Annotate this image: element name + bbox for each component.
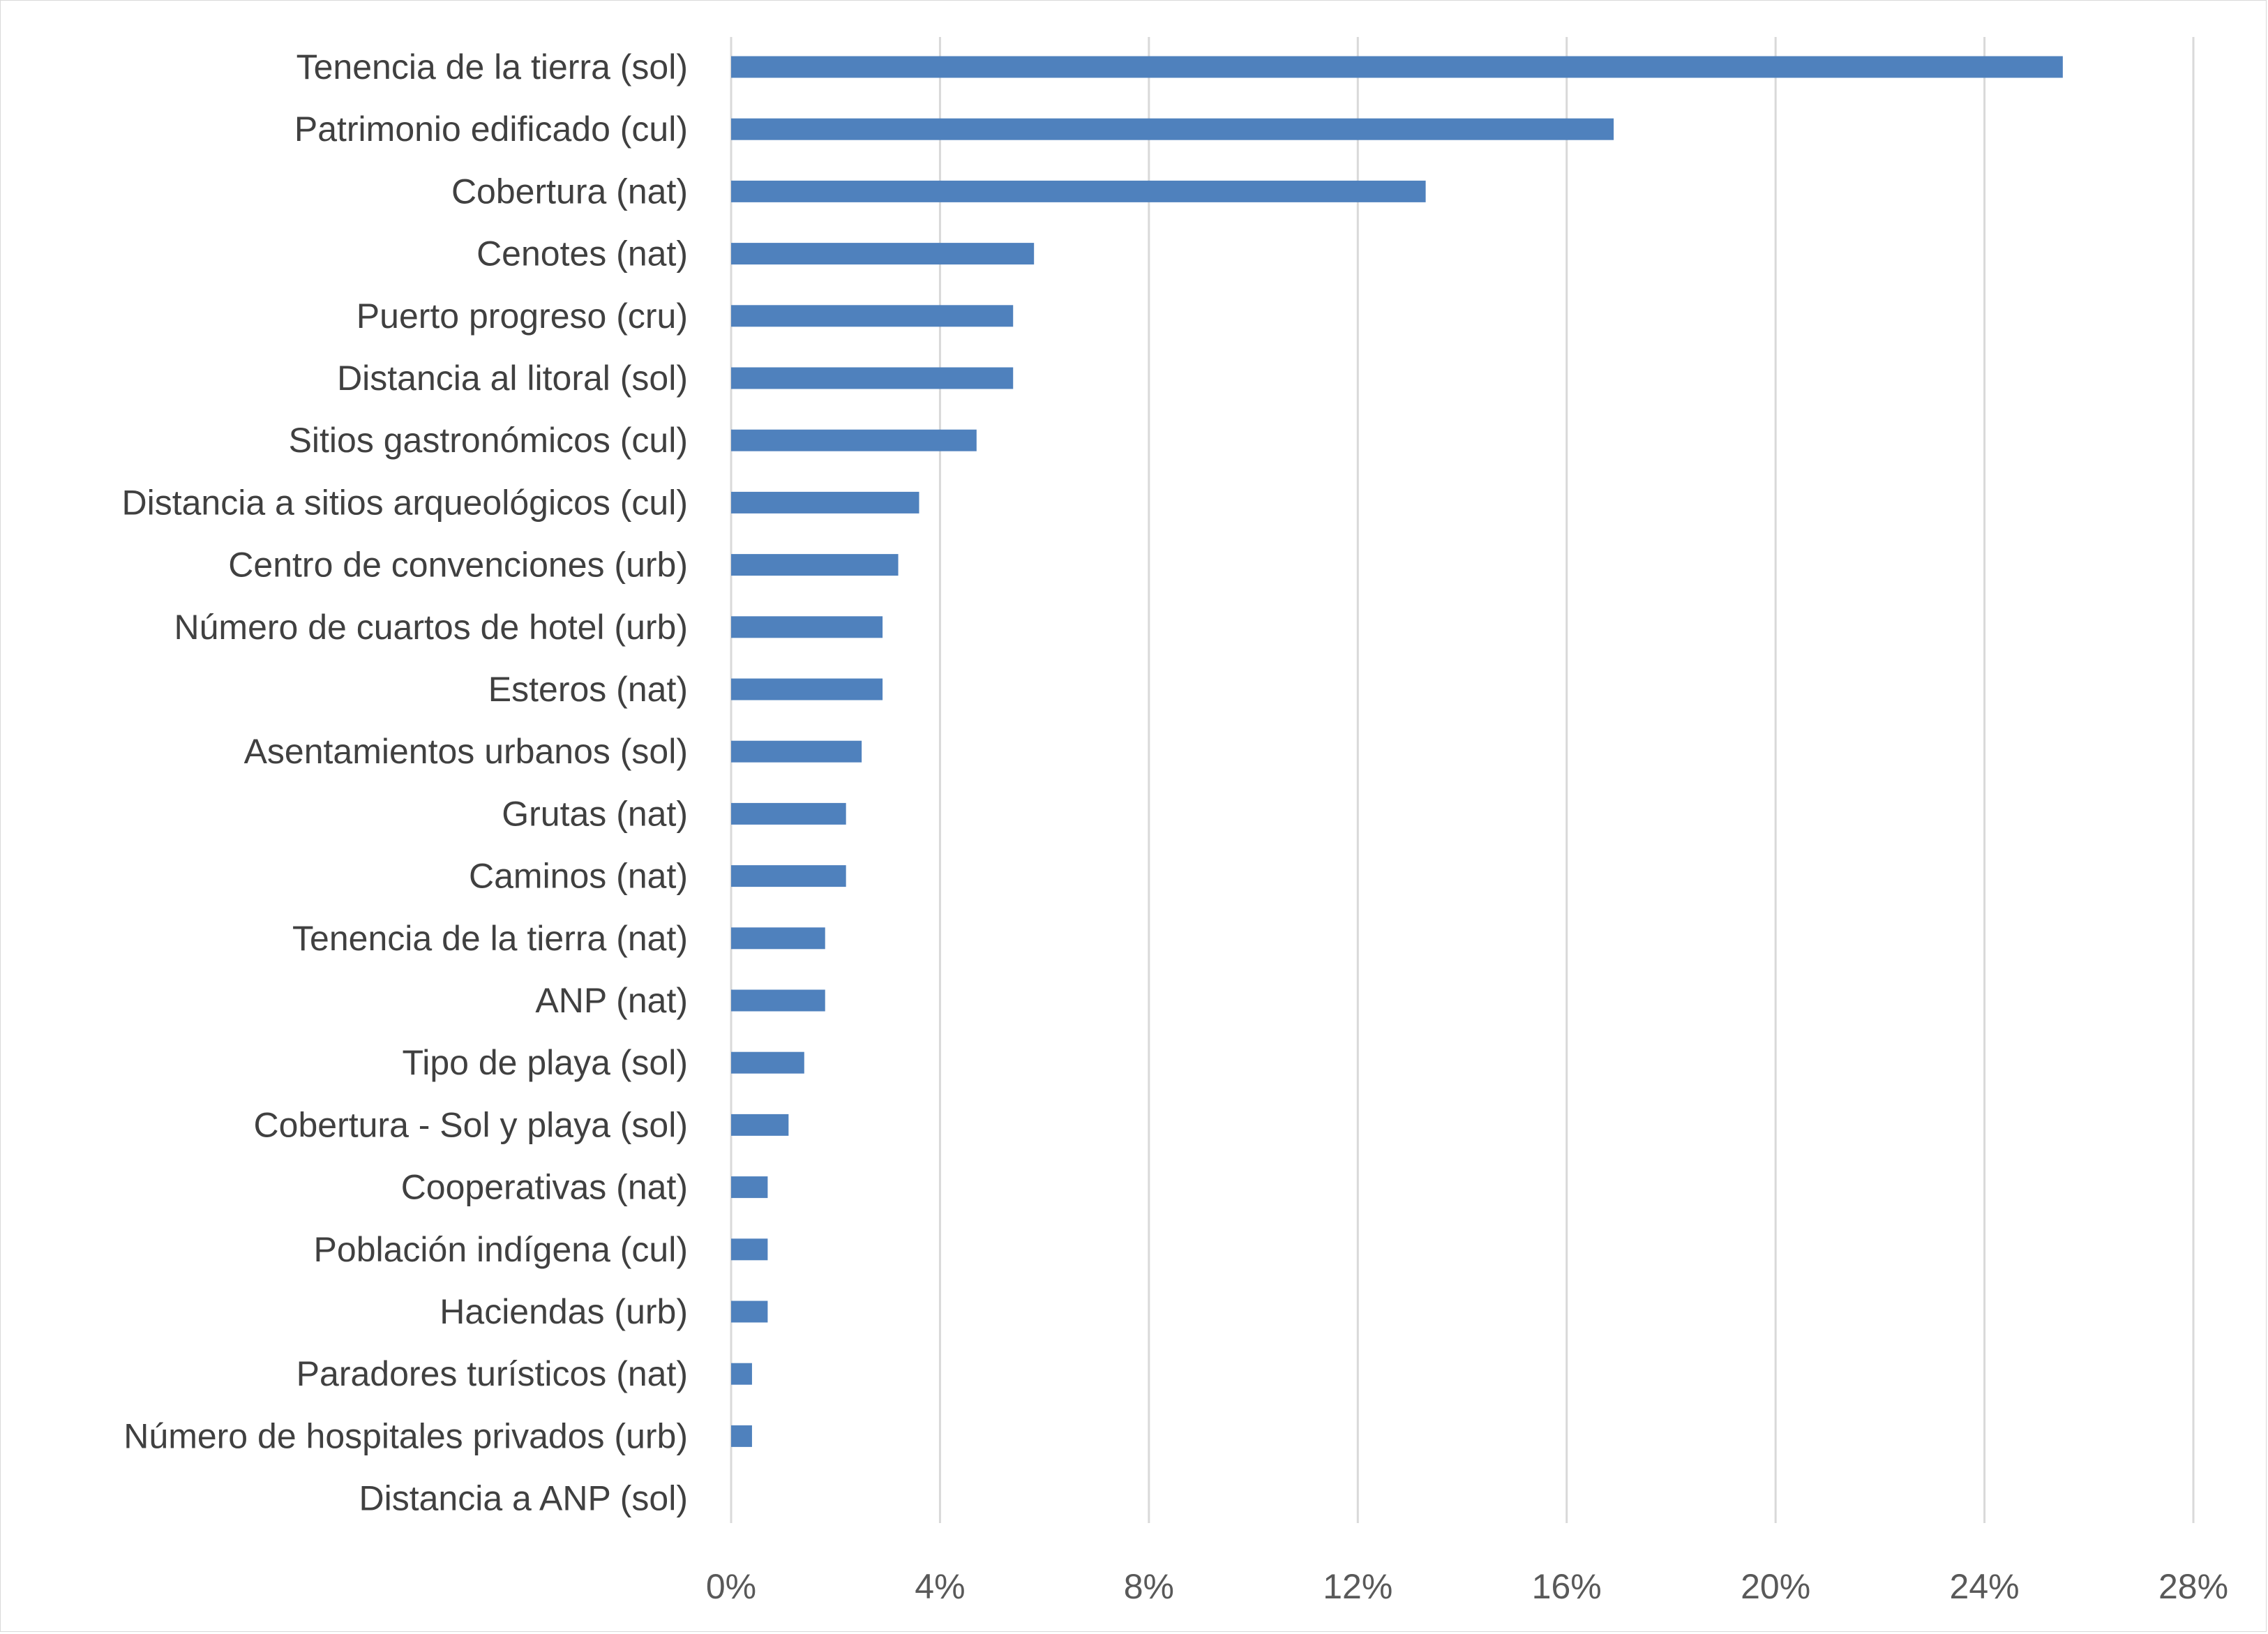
bar [731, 56, 2063, 78]
category-label: Número de hospitales privados (urb) [123, 1416, 688, 1455]
bars [731, 56, 2063, 1447]
bar [731, 491, 919, 514]
x-tick-label: 20% [1741, 1567, 1810, 1606]
category-label: Puerto progreso (cru) [356, 297, 688, 336]
x-tick-label: 12% [1323, 1567, 1392, 1606]
x-tick-label: 24% [1950, 1567, 2020, 1606]
bar [731, 740, 862, 763]
x-axis-tick-labels: 0% 4% 8% 12% 16% 20% 24% 28% [706, 1567, 2228, 1606]
bar [731, 865, 846, 887]
bar [731, 1238, 768, 1261]
bar [731, 554, 899, 576]
category-label: Tipo de playa (sol) [403, 1043, 688, 1082]
bar [731, 180, 1426, 202]
bar [731, 678, 883, 700]
category-label: Cobertura - Sol y playa (sol) [254, 1105, 688, 1144]
bar [731, 1301, 768, 1323]
category-label: Grutas (nat) [502, 794, 688, 833]
x-tick-label: 4% [915, 1567, 965, 1606]
category-labels: Tenencia de la tierra (sol) Patrimonio ed… [122, 47, 688, 1518]
category-label: Haciendas (urb) [440, 1292, 688, 1331]
bar [731, 1425, 752, 1447]
bar [731, 1363, 752, 1385]
x-tick-label: 0% [706, 1567, 756, 1606]
category-label: Cooperativas (nat) [401, 1168, 688, 1207]
bar [731, 927, 825, 950]
bar [731, 616, 883, 638]
bar [731, 305, 1014, 327]
bar [731, 989, 825, 1012]
bar [731, 367, 1014, 389]
x-tick-label: 28% [2158, 1567, 2228, 1606]
category-label: Número de cuartos de hotel (urb) [174, 608, 688, 647]
x-tick-label: 16% [1532, 1567, 1602, 1606]
gridlines [730, 37, 2195, 1523]
category-label: Paradores turísticos (nat) [296, 1354, 688, 1393]
category-label: Cenotes (nat) [476, 234, 688, 273]
category-label: Centro de convenciones (urb) [228, 546, 688, 585]
bar [731, 429, 977, 451]
category-label: Cobertura (nat) [451, 172, 688, 211]
bar [731, 1114, 789, 1136]
category-label: Caminos (nat) [469, 857, 688, 896]
x-tick-label: 8% [1124, 1567, 1174, 1606]
category-label: ANP (nat) [535, 981, 688, 1020]
bar [731, 802, 846, 825]
category-label: Población indígena (cul) [314, 1230, 688, 1269]
bar [731, 243, 1035, 265]
bar [731, 118, 1614, 140]
category-label: Distancia a sitios arqueológicos (cul) [122, 483, 688, 522]
category-label: Patrimonio edificado (cul) [294, 110, 688, 149]
category-label: Distancia a ANP (sol) [359, 1479, 688, 1518]
category-label: Esteros (nat) [488, 670, 688, 709]
category-label: Tenencia de la tierra (sol) [296, 47, 688, 87]
bar [731, 1176, 768, 1199]
category-label: Sitios gastronómicos (cul) [289, 421, 688, 460]
category-label: Distancia al litoral (sol) [337, 359, 688, 398]
bar [731, 1051, 804, 1074]
category-label: Asentamientos urbanos (sol) [244, 732, 688, 771]
category-label: Tenencia de la tierra (nat) [292, 919, 688, 958]
